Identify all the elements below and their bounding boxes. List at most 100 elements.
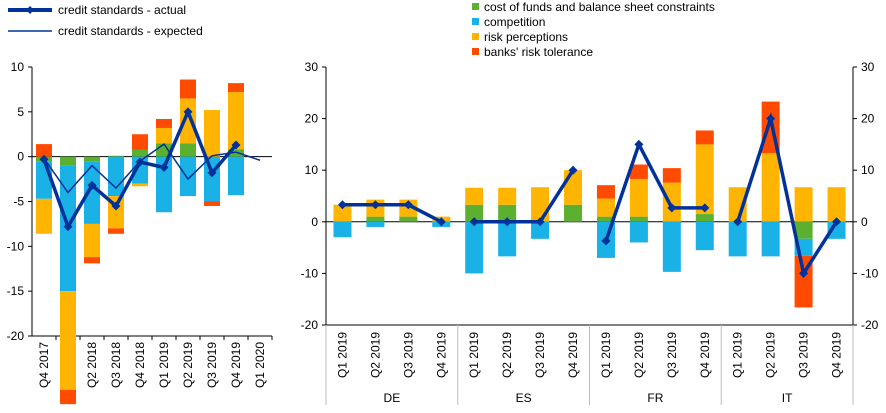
left-risk-tolerance-bar (60, 389, 76, 405)
right-x-tick-label: Q2 2019 (500, 332, 514, 378)
right-y-tick-label-right: 0 (861, 215, 868, 229)
left-funds-bar (132, 149, 148, 157)
right-actual-line-fr (604, 139, 705, 242)
right-risk-perceptions-bar (596, 198, 615, 217)
left-risk-perceptions-bar (204, 110, 220, 157)
legend-left: credit standards - actual credit standar… (8, 3, 203, 38)
right-group-label: ES (516, 391, 532, 405)
left-actual-point (231, 140, 241, 150)
right-funds-bar (498, 204, 517, 222)
right-actual-point (634, 139, 644, 149)
left-risk-perceptions-bar (132, 183, 148, 187)
right-group-label: DE (384, 391, 401, 405)
left-risk-tolerance-bar (36, 144, 52, 157)
left-y-tick-label: -15 (7, 284, 25, 298)
right-x-tick-label: Q3 2019 (665, 332, 679, 378)
left-actual-point (63, 222, 73, 232)
right-actual-point (733, 217, 743, 227)
left-risk-tolerance-bar (156, 119, 172, 128)
right-actual-point (667, 203, 677, 213)
left-actual-point (111, 201, 121, 211)
right-funds-bar (399, 216, 418, 222)
left-y-tick-label: -10 (7, 239, 25, 253)
legend-right: cost of funds and balance sheet constrai… (472, 0, 715, 59)
left-risk-tolerance-bar (204, 201, 220, 206)
right-x-tick-label: Q4 2019 (698, 332, 712, 378)
right-funds-bar (366, 216, 385, 222)
right-risk-perceptions-bar (761, 153, 780, 222)
legend-risk-perceptions-label: risk perceptions (484, 30, 568, 44)
right-risk-perceptions-bar (333, 204, 352, 222)
legend-funds-label: cost of funds and balance sheet constrai… (484, 0, 715, 14)
left-risk-perceptions-bar (228, 92, 244, 150)
right-y-tick-label-left: -20 (301, 318, 319, 332)
left-risk-perceptions-bar (84, 223, 100, 258)
right-x-tick-label: Q3 2019 (401, 332, 415, 378)
right-risk-tolerance-bar (629, 164, 648, 179)
right-competition-bar (728, 221, 747, 257)
left-funds-bar (108, 155, 124, 157)
right-y-tick-label-left: 10 (305, 163, 319, 177)
right-risk-perceptions-bar (695, 144, 714, 215)
left-actual-point (159, 162, 169, 172)
right-actual-point (535, 217, 545, 227)
right-y-tick-label-left: 30 (305, 60, 319, 74)
right-actual-point (700, 203, 710, 213)
right-y-tick-label-left: 0 (311, 215, 318, 229)
left-competition-bar (108, 156, 124, 197)
right-funds-bar (695, 214, 714, 222)
right-actual-point (766, 114, 776, 124)
right-x-tick-label: Q2 2019 (632, 332, 646, 378)
right-actual-line-es (474, 169, 575, 224)
right-actual-point (799, 268, 809, 278)
left-funds-bar (60, 156, 76, 166)
right-actual-point (832, 217, 842, 227)
right-risk-perceptions-bar (629, 178, 648, 217)
right-risk-perceptions-bar (531, 187, 550, 222)
left-risk-tolerance-bar (180, 79, 196, 99)
right-actual-point (568, 165, 578, 175)
right-actual-line-it (736, 111, 839, 278)
right-actual-point (502, 217, 512, 227)
left-actual-point (183, 107, 193, 117)
right-y-tick-label-right: 10 (861, 163, 875, 177)
right-y-tick-label-right: -10 (861, 266, 879, 280)
right-x-tick-label: Q4 2019 (434, 332, 448, 378)
right-risk-perceptions-bar (827, 187, 846, 222)
left-funds-bar (84, 156, 100, 162)
legend-actual-label: credit standards - actual (58, 3, 186, 17)
left-actual-point (39, 154, 49, 164)
left-y-tick-label: -20 (7, 329, 25, 343)
right-funds-bar (629, 216, 648, 222)
legend-funds-swatch (472, 3, 479, 10)
right-x-tick-label: Q2 2019 (764, 332, 778, 378)
legend-competition-label: competition (484, 15, 545, 29)
right-risk-perceptions-bar (794, 187, 813, 222)
left-risk-perceptions-bar (156, 127, 172, 144)
right-risk-perceptions-bar (564, 170, 583, 205)
right-competition-bar (498, 221, 517, 257)
left-funds-bar (228, 149, 244, 157)
right-actual-line-de (342, 203, 443, 224)
right-x-tick-label: Q4 2019 (830, 332, 844, 378)
left-risk-tolerance-bar (84, 257, 100, 264)
left-x-tick-label: Q1 2020 (253, 342, 267, 388)
left-risk-tolerance-bar (132, 134, 148, 150)
left-y-tick-label: 0 (17, 150, 24, 164)
left-x-tick-label: Q4 2017 (37, 342, 51, 388)
left-risk-tolerance-bar (228, 83, 244, 93)
left-competition-bar (84, 161, 100, 224)
right-x-tick-label: Q4 2019 (566, 332, 580, 378)
right-x-tick-label: Q1 2019 (335, 332, 349, 378)
left-x-tick-label: Q3 2019 (205, 342, 219, 388)
left-x-tick-label: Q4 2019 (229, 342, 243, 388)
right-actual-point (601, 236, 611, 246)
right-actual-point (370, 200, 380, 210)
left-risk-perceptions-bar (36, 198, 52, 234)
left-x-tick-label: Q3 2018 (109, 342, 123, 388)
right-actual-point (469, 217, 479, 227)
left-competition-bar (228, 156, 244, 196)
left-x-tick-label: Q4 2018 (133, 342, 147, 388)
